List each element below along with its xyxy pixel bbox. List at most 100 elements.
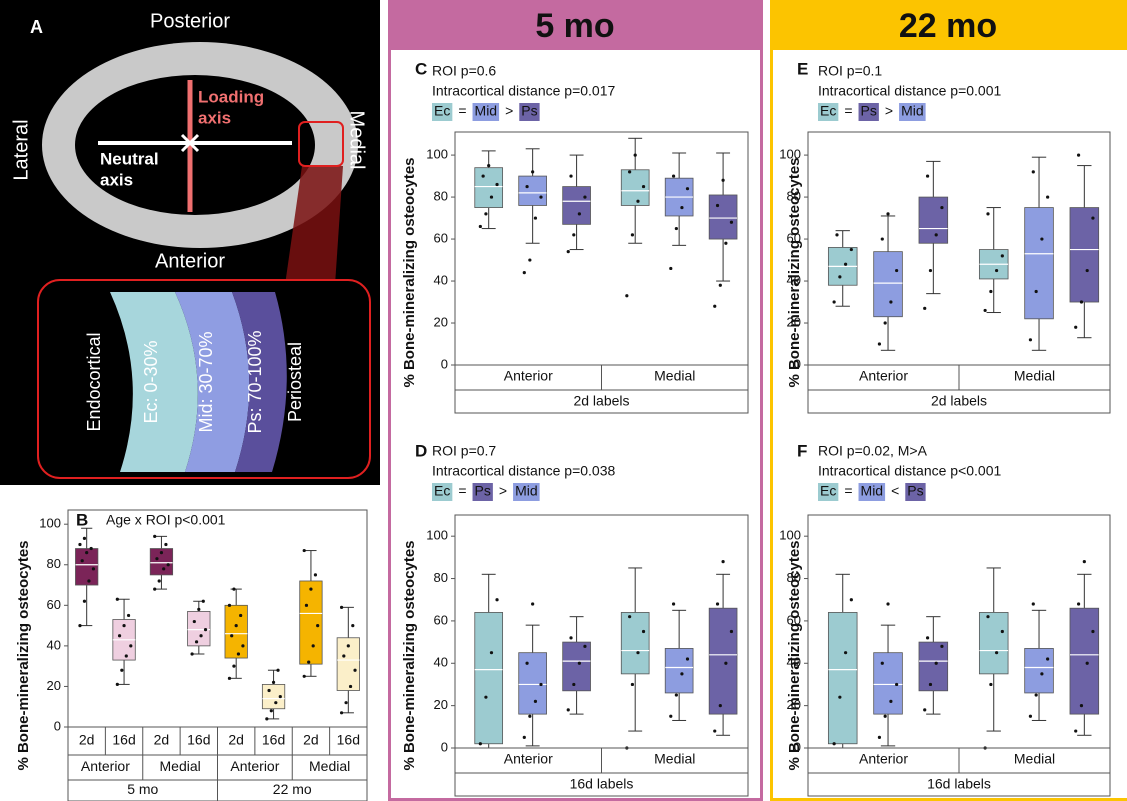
data-point	[316, 624, 319, 627]
category-label: 16d	[262, 732, 285, 748]
category-label: 16d	[187, 732, 210, 748]
plot-frame	[455, 132, 748, 365]
data-point	[193, 620, 196, 623]
data-point	[719, 704, 722, 707]
data-point	[523, 271, 526, 274]
data-point	[878, 736, 881, 739]
category-label: 2d	[303, 732, 319, 748]
data-point	[634, 153, 637, 156]
group-label: 22 mo	[273, 781, 312, 797]
annotation: ROI p=0.1	[818, 63, 882, 79]
data-point	[230, 634, 233, 637]
box	[709, 608, 737, 714]
ec-label: Ec: 0-30%	[141, 340, 161, 423]
comparison-operator: =	[844, 483, 852, 499]
data-point	[631, 683, 634, 686]
data-point	[578, 212, 581, 215]
data-point	[81, 559, 84, 562]
data-point	[935, 662, 938, 665]
data-point	[889, 300, 892, 303]
data-point	[926, 174, 929, 177]
data-point	[487, 164, 490, 167]
y-tick-label: 0	[441, 739, 448, 754]
box	[1025, 208, 1054, 319]
data-point	[686, 187, 689, 190]
data-point	[92, 567, 95, 570]
box	[621, 170, 649, 206]
box	[300, 581, 322, 664]
panel-letter: F	[797, 441, 807, 460]
data-point	[232, 587, 235, 590]
category-label: Anterior	[504, 751, 553, 767]
box	[874, 653, 903, 714]
panel-letter: D	[415, 441, 427, 460]
annotation: Intracortical distance p=0.038	[432, 463, 615, 479]
category-label: 16d	[337, 732, 360, 748]
annotation: Intracortical distance p<0.001	[818, 463, 1001, 479]
anterior-label: Anterior	[155, 250, 225, 272]
data-point	[160, 551, 163, 554]
box	[828, 612, 857, 743]
data-point	[116, 683, 119, 686]
data-point	[490, 651, 493, 654]
data-point	[202, 600, 205, 603]
data-point	[349, 685, 352, 688]
data-point	[267, 689, 270, 692]
data-point	[844, 263, 847, 266]
data-point	[525, 185, 528, 188]
neutral-axis-label: Neutral	[100, 149, 159, 168]
data-point	[680, 672, 683, 675]
data-point	[197, 608, 200, 611]
data-point	[528, 715, 531, 718]
data-point	[303, 675, 306, 678]
data-point	[120, 669, 123, 672]
data-point	[482, 174, 485, 177]
data-point	[270, 709, 273, 712]
data-point	[838, 696, 841, 699]
periosteal-label: Periosteal	[285, 342, 305, 422]
data-point	[303, 549, 306, 552]
comparison-term: Ps	[475, 483, 491, 499]
data-point	[926, 636, 929, 639]
data-point	[989, 290, 992, 293]
box	[665, 648, 693, 692]
data-point	[495, 183, 498, 186]
data-point	[118, 634, 121, 637]
data-point	[625, 294, 628, 297]
data-point	[1046, 195, 1049, 198]
data-point	[1001, 630, 1004, 633]
data-point	[1029, 715, 1032, 718]
data-point	[1086, 269, 1089, 272]
comparison-term: Mid	[861, 483, 884, 499]
category-label: 2d	[79, 732, 95, 748]
comparison-term: Mid	[901, 103, 924, 119]
data-point	[495, 598, 498, 601]
data-point	[531, 602, 534, 605]
data-point	[895, 269, 898, 272]
data-point	[583, 645, 586, 648]
y-tick-label: 80	[47, 556, 61, 571]
comparison-term: Ec	[820, 103, 836, 119]
column-header: 22 mo	[899, 7, 997, 45]
data-point	[312, 644, 315, 647]
y-tick-label: 0	[54, 718, 61, 733]
data-point	[539, 683, 542, 686]
data-point	[274, 701, 277, 704]
data-point	[675, 693, 678, 696]
data-point	[923, 708, 926, 711]
data-point	[272, 681, 275, 684]
data-point	[881, 662, 884, 665]
box	[979, 612, 1008, 673]
data-point	[153, 587, 156, 590]
loading-axis-label: Loading	[198, 87, 264, 106]
y-tick-label: 40	[434, 272, 448, 287]
comparison-term: Ps	[907, 483, 923, 499]
data-point	[878, 342, 881, 345]
data-point	[484, 212, 487, 215]
data-point	[279, 695, 282, 698]
data-point	[935, 233, 938, 236]
data-point	[353, 669, 356, 672]
box	[1070, 208, 1099, 302]
data-point	[1032, 602, 1035, 605]
comparison-operator: >	[499, 483, 507, 499]
